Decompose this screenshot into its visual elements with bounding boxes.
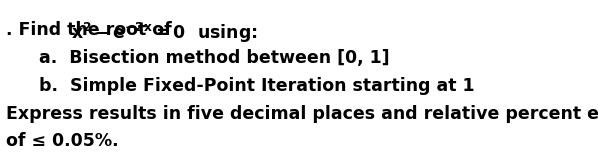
Text: b.  Simple Fixed-Point Iteration starting at 1: b. Simple Fixed-Point Iteration starting… bbox=[39, 77, 475, 95]
Text: . Find the root of: . Find the root of bbox=[5, 21, 184, 39]
Text: a.  Bisection method between [0, 1]: a. Bisection method between [0, 1] bbox=[39, 49, 390, 67]
Text: $\mathbf{x^2 - e^{-2x} = 0}$  using:: $\mathbf{x^2 - e^{-2x} = 0}$ using: bbox=[71, 21, 258, 45]
Text: of ≤ 0.05%.: of ≤ 0.05%. bbox=[5, 132, 118, 150]
Text: Express results in five decimal places and relative percent error: Express results in five decimal places a… bbox=[5, 105, 598, 123]
